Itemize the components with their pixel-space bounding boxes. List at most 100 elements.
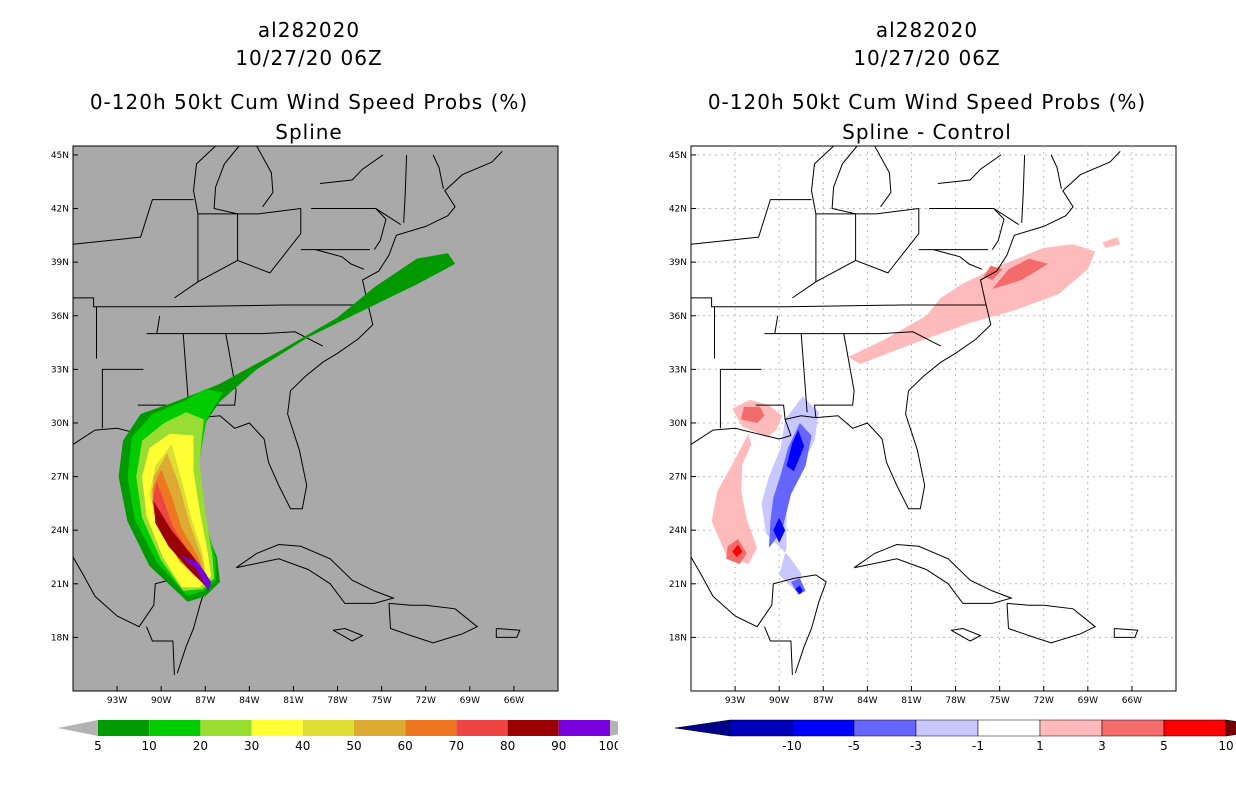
right-cbar-end-triangle	[1225, 719, 1236, 737]
left-coast-segment-16	[197, 208, 301, 215]
left-cbar-swatch-8	[507, 720, 559, 736]
right-coast-segment-26	[937, 154, 1002, 184]
left-cbar-swatch-1	[149, 720, 201, 736]
left-lon-label-9: 66W	[504, 696, 524, 706]
left-cbar-label-9: 90	[551, 739, 566, 753]
left-lat-label-4: 33N	[51, 365, 69, 375]
right-coast-segment-2	[853, 543, 1014, 604]
right-coast-segment-16	[815, 208, 919, 215]
right-lon-label-3: 84W	[857, 696, 877, 706]
right-difference-field	[711, 237, 1121, 595]
right-coast-segment-4	[950, 627, 982, 642]
left-cbar-swatch-3	[251, 720, 303, 736]
right-lat-label-0: 45N	[669, 151, 687, 161]
right-coast-segment-27	[1050, 154, 1062, 190]
right-lon-label-8: 69W	[1078, 696, 1098, 706]
left-coast-segment-14	[156, 315, 161, 334]
left-latitude-labels: 45N 42N 39N 36N 33N 30N 27N 24N 21N 18N	[51, 151, 78, 643]
right-coast-segment-5	[1113, 628, 1139, 638]
left-lon-label-2: 87W	[195, 696, 215, 706]
left-lat-label-3: 36N	[51, 312, 69, 322]
right-lat-label-8: 21N	[669, 580, 687, 590]
right-cbar-swatch-4	[977, 719, 1041, 737]
left-lat-label-9: 18N	[51, 633, 69, 643]
left-cbar-label-6: 60	[398, 739, 413, 753]
right-cbar-swatch-0	[729, 719, 793, 737]
right-cbar-swatch-7	[1163, 719, 1227, 737]
right-lat-label-1: 42N	[669, 205, 687, 215]
right-coast-segment-10	[813, 333, 855, 418]
right-cbar-label-4: 1	[1036, 739, 1044, 753]
left-coast-segment-27	[432, 154, 444, 190]
right-coast-segment-3	[1006, 602, 1097, 644]
right-coast-segment-12	[719, 368, 762, 429]
left-cbar-swatch-5	[354, 720, 406, 736]
right-lat-label-3: 36N	[669, 312, 687, 322]
right-coast-segment-29	[991, 208, 1005, 250]
right-lat-label-5: 30N	[669, 419, 687, 429]
right-coast-segment-6	[764, 626, 793, 675]
left-cbar-swatch-4	[302, 720, 354, 736]
left-cbar-label-10: 100	[599, 739, 618, 753]
right-colorbar: -10 -5 -3 -1 1 3 5 10	[674, 719, 1236, 753]
right-lon-label-7: 72W	[1034, 696, 1054, 706]
left-coast-segment-19	[174, 208, 302, 299]
left-storm-id: al282020	[257, 18, 361, 42]
right-lon-label-2: 87W	[813, 696, 833, 706]
left-cbar-label-7: 70	[449, 739, 464, 753]
right-diff-blob-5	[741, 406, 765, 423]
right-cbar-swatch-1	[791, 719, 855, 737]
left-coast-segment-2	[235, 543, 396, 604]
left-swath-contour-9	[180, 555, 212, 591]
right-cbar-label-3: -1	[972, 739, 984, 753]
right-lat-label-9: 18N	[669, 633, 687, 643]
left-coast-segment-12	[101, 368, 144, 429]
right-coast-segment-15	[690, 199, 812, 245]
left-coast-segment-24	[213, 145, 240, 215]
left-coast-segment-1	[72, 556, 209, 674]
right-lat-label-6: 27N	[669, 473, 687, 483]
left-lon-label-1: 90W	[151, 696, 171, 706]
left-coast-segment-3	[388, 602, 479, 644]
right-cbar-swatch-6	[1101, 719, 1165, 737]
right-coast-segment-8	[764, 331, 942, 347]
right-diff-blob-1	[1102, 237, 1121, 248]
right-longitude-labels: 93W 90W 87W 84W 81W 78W 75W 72W 69W 66W	[725, 686, 1142, 706]
left-cbar-swatch-2	[200, 720, 252, 736]
right-coast-segment-21	[933, 249, 983, 270]
left-coast-segment-15	[72, 199, 194, 245]
left-cbar-label-1: 10	[142, 739, 157, 753]
right-coast-segment-24	[831, 145, 858, 215]
right-diff-blob-2	[992, 258, 1049, 289]
left-coast-segment-29	[373, 208, 387, 250]
left-cbar-label-8: 80	[500, 739, 515, 753]
left-coast-segment-8	[146, 331, 324, 347]
left-lat-label-7: 24N	[51, 526, 69, 536]
left-lat-label-1: 42N	[51, 205, 69, 215]
right-map: 45N 42N 39N 36N 33N 30N 27N 24N 21N 18N 93W 90W 87W…	[669, 145, 1236, 753]
right-datetime: 10/27/20 06Z	[853, 46, 1001, 70]
left-lon-label-5: 78W	[327, 696, 347, 706]
left-swath-contour-6	[152, 469, 207, 581]
left-cbar-start-triangle	[58, 720, 98, 736]
left-colorbar: 5 10 20 30 40 50 60 70 80 90 100	[58, 720, 618, 753]
left-cbar-swatch-7	[456, 720, 508, 736]
right-cbar-label-5: 3	[1098, 739, 1106, 753]
right-coast-segment-9	[800, 333, 808, 413]
left-coast-segment-4	[332, 627, 364, 642]
right-cbar-swatch-3	[915, 719, 979, 737]
right-cbar-label-1: -5	[848, 739, 860, 753]
right-latitude-labels: 45N 42N 39N 36N 33N 30N 27N 24N 21N 18N	[669, 151, 696, 643]
right-diff-blob-11	[786, 430, 805, 472]
right-cbar-swatch-5	[1039, 719, 1103, 737]
left-lat-label-0: 45N	[51, 151, 69, 161]
left-lat-label-6: 27N	[51, 473, 69, 483]
right-cbar-label-6: 5	[1160, 739, 1168, 753]
left-lat-label-5: 30N	[51, 419, 69, 429]
left-cbar-swatch-0	[98, 720, 150, 736]
right-coast-segment-23	[810, 145, 834, 214]
right-lat-label-2: 39N	[669, 258, 687, 268]
right-lat-label-7: 24N	[669, 526, 687, 536]
left-coast-segment-28	[403, 154, 408, 223]
left-coast-segment-5	[495, 628, 521, 638]
